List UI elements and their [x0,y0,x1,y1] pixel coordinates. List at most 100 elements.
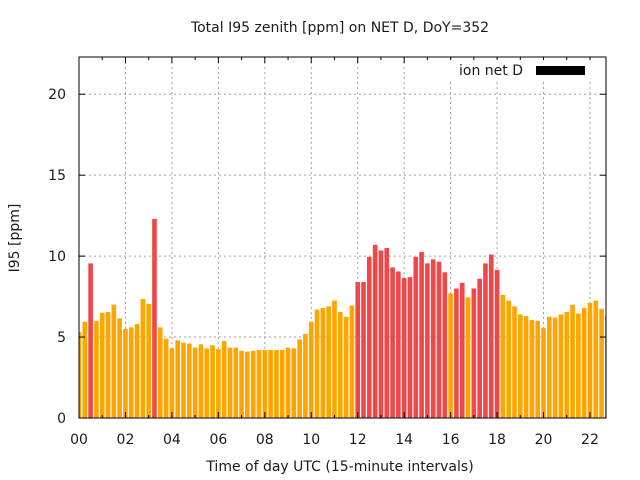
bar-elevated [494,269,500,418]
bar [320,307,326,418]
bar [250,350,256,418]
bar [239,350,244,418]
bar [448,293,453,418]
bar-elevated [459,282,465,418]
bar [134,324,140,418]
bar [192,347,198,418]
x-tick-label: 08 [256,432,274,448]
bar-elevated [355,282,361,418]
bar [94,320,99,418]
bar [332,300,337,418]
bar [314,309,320,418]
bar-elevated [442,272,448,418]
bar-elevated [454,288,459,418]
bar [581,307,587,418]
bar-elevated [152,218,157,418]
bar [570,304,575,418]
bar [175,340,181,418]
legend: ion net D [448,60,602,82]
bar [535,320,541,418]
bar-elevated [372,244,378,418]
x-tick-label: 00 [70,432,88,448]
bar [181,342,186,418]
x-axis-label: Time of day UTC (15-minute intervals) [205,459,473,475]
y-tick-labels: 0 5 10 15 20 [48,87,66,427]
x-tick-label: 04 [163,432,181,448]
y-tick-label: 20 [48,87,66,103]
x-tick-label: 02 [117,432,135,448]
bar [221,341,227,418]
bar [245,351,250,418]
y-tick-label: 5 [57,330,66,346]
bar-elevated [401,277,407,418]
bar [187,343,192,418]
y-axis-label: I95 [ppm] [7,204,23,273]
bar [564,311,570,418]
bar-elevated [367,256,372,418]
x-tick-label: 18 [488,432,506,448]
x-tick-label: 16 [442,432,460,448]
x-tick-label: 14 [395,432,413,448]
bar [599,308,604,418]
y-tick-label: 15 [48,168,66,184]
bar [169,348,175,418]
bar-elevated [361,282,366,418]
bar [128,327,134,418]
bar [303,333,308,418]
bar [82,321,88,418]
bar [227,347,233,418]
bar [198,344,204,418]
ticks [78,57,606,419]
bar [558,314,564,418]
bar-elevated [390,267,395,418]
bar [146,303,152,418]
x-tick-label: 22 [581,432,599,448]
bar-elevated [88,263,93,418]
bar [291,348,297,418]
bar [587,303,593,418]
bar [285,347,291,418]
bar-elevated [425,263,430,418]
bar [111,304,117,418]
bar [79,332,82,418]
bar [268,350,273,418]
bar-elevated [436,261,442,418]
bar-elevated [488,254,494,418]
legend-background [448,60,602,82]
bar [99,312,105,418]
x-tick-label: 06 [209,432,227,448]
bar [547,316,552,418]
y-tick-label: 0 [57,411,66,427]
bar [256,350,262,418]
x-tick-labels: 00 02 04 06 08 10 12 14 16 18 20 22 [70,432,599,448]
bar [233,347,239,418]
bar [105,311,111,418]
bar-elevated [430,259,436,418]
bar [140,299,146,418]
bar [343,316,349,418]
bar-elevated [483,263,488,418]
bar [216,349,221,418]
bar [337,311,343,418]
bar [576,313,581,418]
bar [274,350,279,418]
bar [117,318,122,418]
x-tick-label: 12 [349,432,367,448]
x-tick-label: 20 [535,432,553,448]
bars [79,218,606,418]
bar-elevated [413,256,419,418]
plot-frame [78,56,607,419]
bar-elevated [407,277,413,418]
bar [512,306,517,418]
bar [593,300,599,418]
bar [157,327,163,418]
bar-elevated [471,288,477,418]
bar [308,321,314,418]
bar-elevated [396,271,401,418]
bar [163,338,169,418]
bar [506,300,512,418]
bar [349,305,355,418]
x-tick-label: 10 [302,432,320,448]
bar [529,320,535,418]
